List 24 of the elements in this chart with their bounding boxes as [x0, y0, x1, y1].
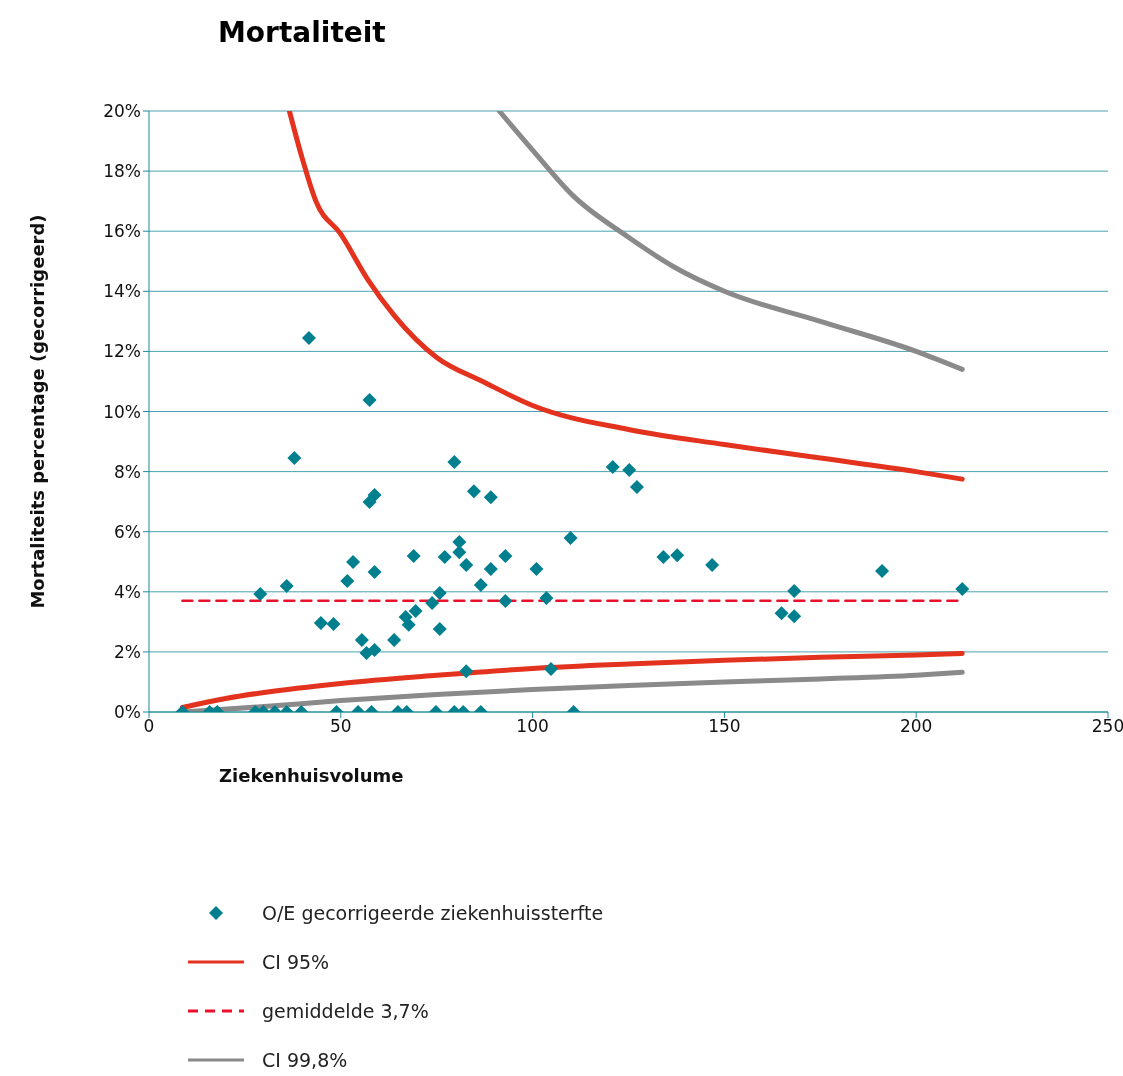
y-tick-label: 18%	[103, 161, 141, 182]
y-axis-title: Mortaliteits percentage (gecorrigeerd)	[27, 214, 49, 609]
x-tick-label: 100	[516, 716, 549, 737]
chart-title: Mortaliteit	[218, 16, 386, 49]
y-tick-label: 0%	[114, 702, 141, 723]
legend-label: CI 95%	[262, 950, 330, 973]
y-tick-label: 14%	[103, 281, 141, 302]
legend-label: CI 99,8%	[262, 1048, 348, 1071]
x-tick-label: 150	[708, 716, 741, 737]
x-tick-label: 200	[899, 716, 933, 737]
x-axis-title: Ziekenhuisvolume	[219, 765, 404, 786]
legend-label: O/E gecorrigeerde ziekenhuissterfte	[262, 901, 604, 924]
y-tick-label: 12%	[103, 341, 141, 362]
y-tick-label: 2%	[114, 641, 141, 662]
x-tick-label: 250	[1091, 716, 1123, 737]
y-tick-label: 4%	[114, 581, 141, 602]
x-tick-label: 50	[329, 716, 352, 737]
y-tick-label: 6%	[114, 521, 141, 542]
x-tick-label: 0	[143, 716, 155, 737]
y-tick-label: 8%	[114, 461, 141, 482]
y-tick-label: 10%	[103, 401, 141, 422]
y-tick-label: 16%	[103, 221, 141, 242]
legend-label: gemiddelde 3,7%	[262, 999, 429, 1022]
y-tick-label: 20%	[103, 101, 141, 122]
